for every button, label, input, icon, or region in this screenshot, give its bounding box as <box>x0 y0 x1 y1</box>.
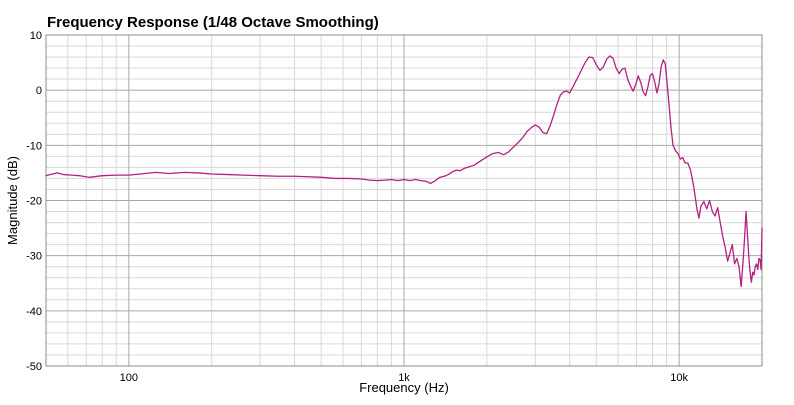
x-axis-label: Frequency (Hz) <box>359 380 449 395</box>
x-tick-label: 10k <box>670 372 688 384</box>
y-tick-label: -20 <box>26 196 42 208</box>
x-tick-label: 100 <box>120 372 138 384</box>
series-layer <box>45 55 763 288</box>
y-tick-label: -30 <box>26 251 42 263</box>
x-tick-label: 1k <box>398 372 410 384</box>
y-axis-ticks: 10 0 -10 -20 -30 -40 -50 <box>26 30 42 373</box>
series-line-0 <box>45 55 763 288</box>
y-tick-label: 10 <box>30 30 42 42</box>
x-axis-ticks: 100 1k 10k <box>120 372 689 384</box>
plot-frame <box>45 34 763 367</box>
y-tick-label: -50 <box>26 361 42 373</box>
chart-title: Frequency Response (1/48 Octave Smoothin… <box>47 14 379 31</box>
y-axis-label: Magnitude (dB) <box>5 156 20 245</box>
y-tick-label: 0 <box>36 85 42 97</box>
major-gridlines <box>46 34 762 367</box>
y-tick-label: -10 <box>26 140 42 152</box>
y-tick-label: -40 <box>26 306 42 318</box>
